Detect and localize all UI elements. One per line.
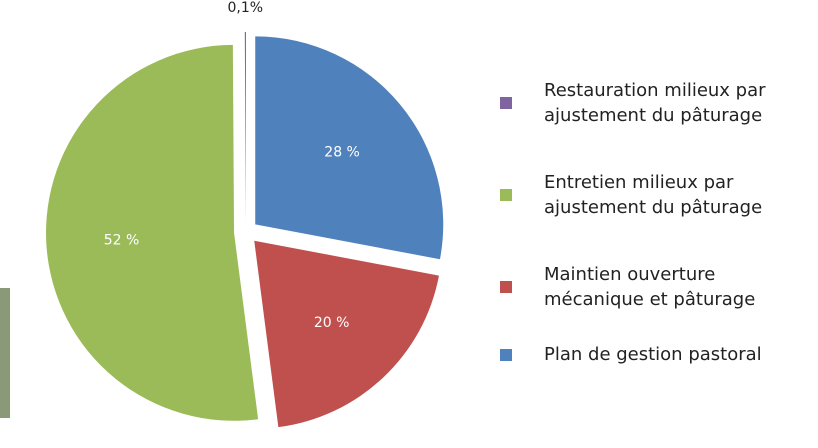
pie-slice: [46, 45, 258, 421]
legend-marker: [500, 97, 512, 109]
legend-item: Plan de gestion pastoral: [500, 342, 818, 367]
legend-marker: [500, 349, 512, 361]
data-label: 20 %: [314, 315, 350, 331]
legend-item: Entretien milieux par ajustement du pâtu…: [500, 170, 818, 220]
legend-label: Restauration milieux par ajustement du p…: [544, 78, 814, 128]
data-label: 52 %: [104, 232, 140, 248]
page: 28 % 20 % 52 % 0,1% Plan de gestion pastora…: [0, 0, 818, 448]
legend-label: Maintien ouverture mécanique et pâturage: [544, 262, 814, 312]
pie-slice: [245, 32, 246, 220]
legend-item: Maintien ouverture mécanique et pâturage: [500, 262, 818, 312]
photo-fragment: [0, 288, 10, 418]
legend-marker: [500, 281, 512, 293]
legend-item: Restauration milieux par ajustement du p…: [500, 78, 818, 128]
data-label: 0,1%: [228, 0, 264, 16]
data-label: 28 %: [324, 144, 360, 160]
legend-label: Plan de gestion pastoral: [544, 342, 814, 367]
chart: 28 % 20 % 52 % 0,1%: [0, 0, 818, 448]
pie-slice: [254, 241, 439, 427]
legend-label: Entretien milieux par ajustement du pâtu…: [544, 170, 814, 220]
legend-marker: [500, 189, 512, 201]
